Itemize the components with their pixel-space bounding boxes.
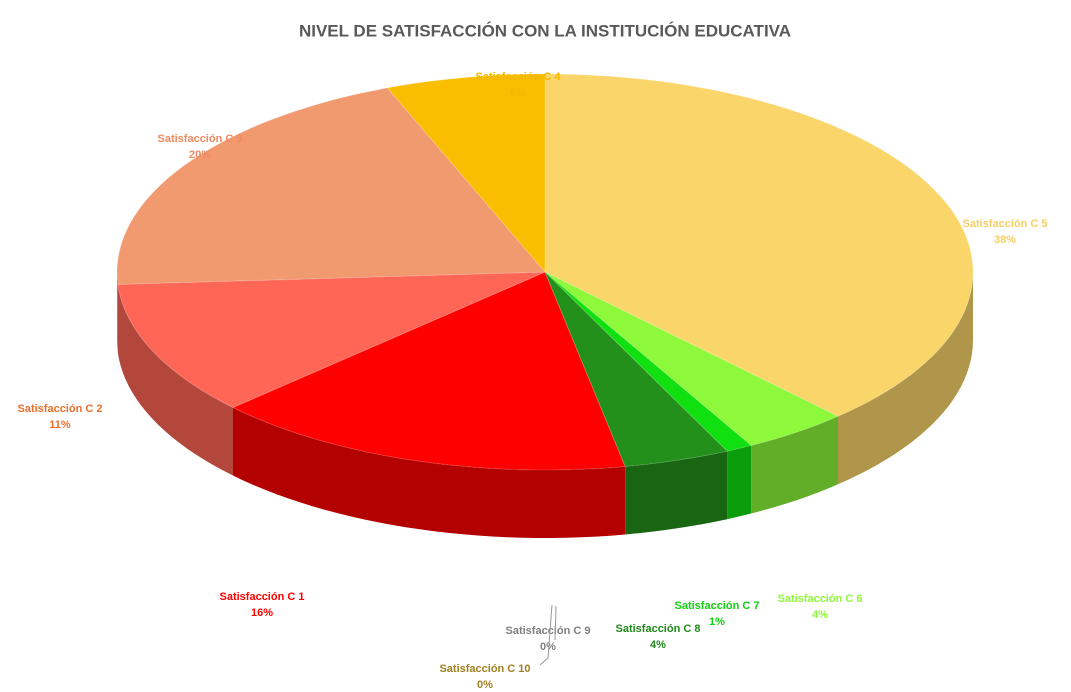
data-label-name: Satisfacción C 3	[158, 133, 243, 145]
data-label-value: 11%	[49, 419, 71, 431]
slice	[544, 271, 840, 447]
data-label-value: 16%	[251, 607, 273, 619]
slice-side	[117, 272, 118, 353]
slice	[544, 73, 974, 417]
slice-side	[625, 451, 728, 535]
data-label-name: Satisfacción C 4	[476, 71, 562, 83]
slice-side	[838, 272, 973, 485]
data-label-name: Satisfacción C 1	[220, 591, 305, 603]
data-label-value: 0%	[477, 679, 493, 691]
data-label-name: Satisfacción C 8	[616, 623, 701, 635]
chart-title: NIVEL DE SATISFACCIÓN CON LA INSTITUCIÓN…	[299, 21, 791, 40]
leader-line	[554, 605, 557, 641]
data-label-value: 4%	[812, 609, 828, 621]
slice	[117, 271, 546, 409]
data-label-name: Satisfacción C 7	[675, 600, 760, 612]
data-label-value: 0%	[540, 641, 556, 653]
data-label-name: Satisfacción C 10	[439, 663, 530, 675]
slice-side	[233, 407, 626, 538]
slice	[544, 271, 729, 468]
data-label-value: 20%	[189, 149, 211, 161]
leader-line	[539, 604, 553, 666]
slice-side	[751, 416, 838, 514]
data-label-value: 1%	[709, 616, 725, 628]
slice-side	[117, 284, 233, 476]
data-label-name: Satisfacción C 2	[18, 403, 103, 415]
data-label-name: Satisfacción C 5	[963, 218, 1048, 230]
data-label-value: 6%	[510, 87, 526, 99]
slice	[386, 73, 546, 274]
slice-side	[727, 445, 752, 520]
data-label-name: Satisfacción C 6	[778, 593, 863, 605]
data-label-value: 4%	[650, 639, 666, 651]
data-label-value: 38%	[994, 234, 1016, 246]
slice	[116, 87, 547, 285]
data-label-name: Satisfacción C 9	[506, 625, 591, 637]
slice	[231, 271, 626, 471]
